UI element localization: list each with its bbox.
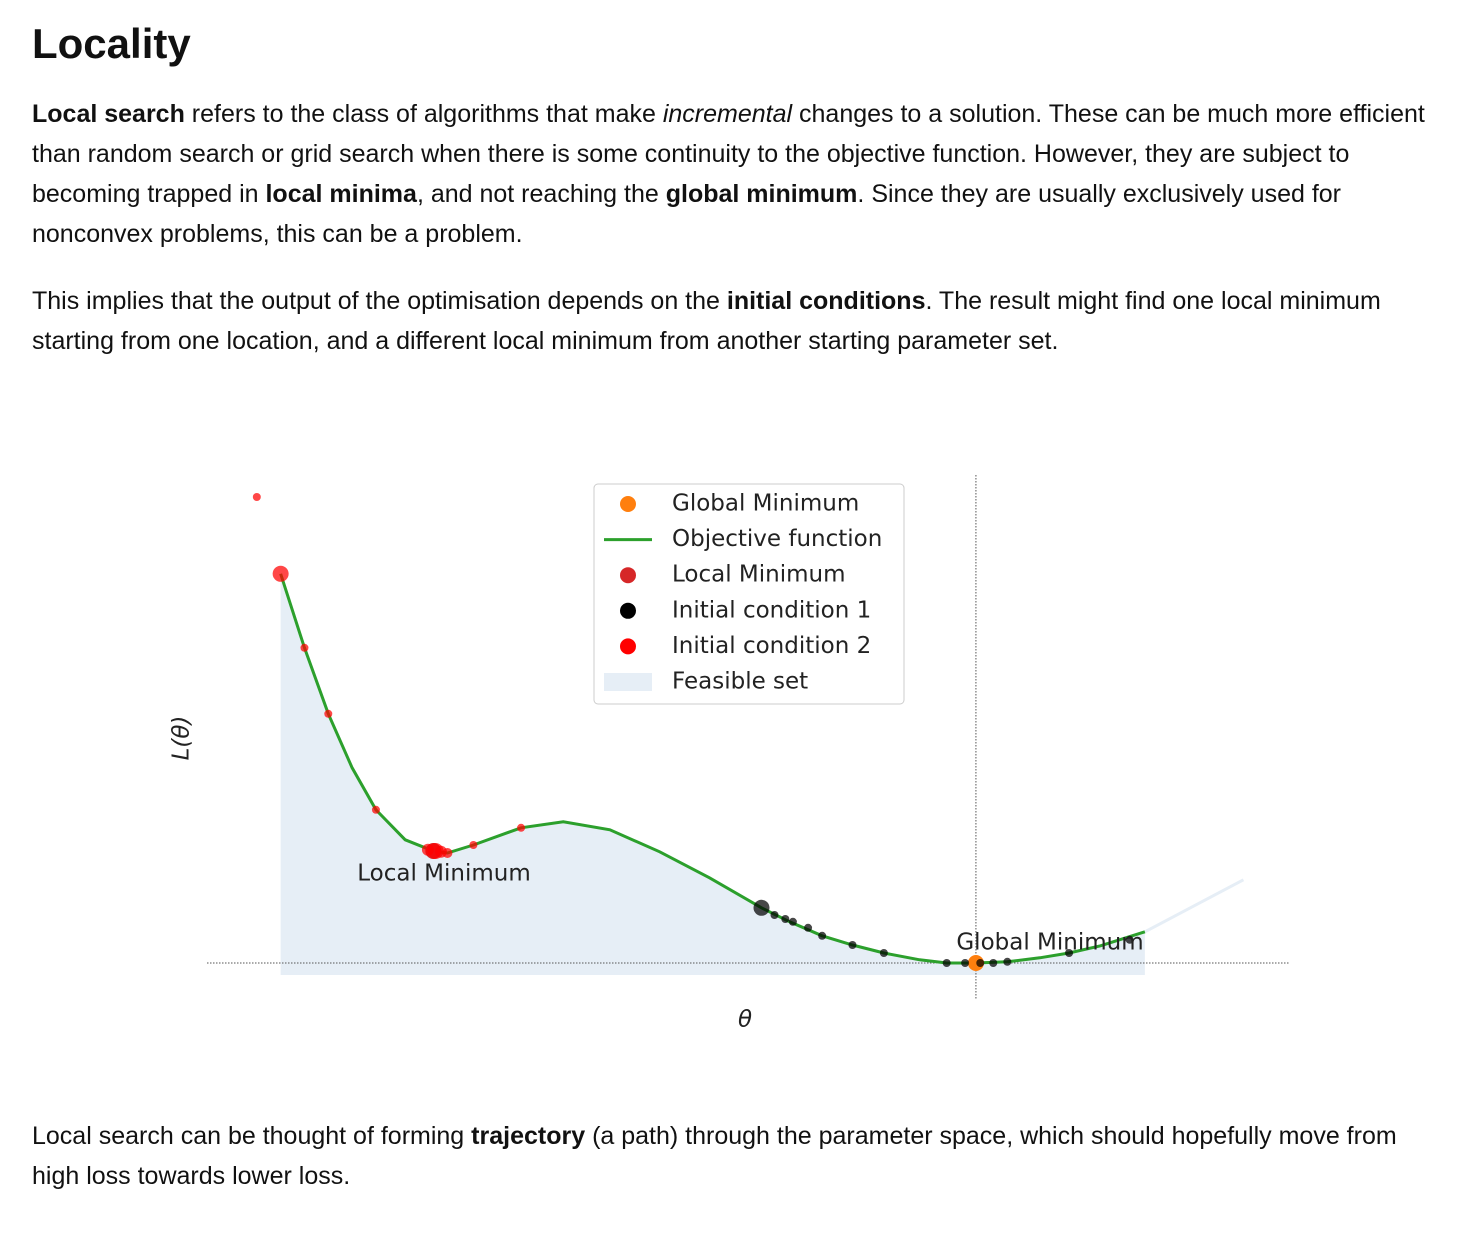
trajectory-point xyxy=(469,841,478,849)
trajectory-point xyxy=(753,899,770,916)
legend-label: Feasible set xyxy=(672,669,808,695)
trajectory-point xyxy=(770,911,779,919)
trajectory-point xyxy=(442,848,453,858)
legend-label: Initial condition 2 xyxy=(672,633,871,659)
legend-marker xyxy=(620,602,636,619)
trajectory-point xyxy=(517,823,526,832)
x-axis-label: θ xyxy=(738,1007,752,1033)
legend-marker xyxy=(620,638,636,655)
legend: Global Minimum Objective function Local Mi… xyxy=(593,483,905,705)
text-run: . Since they are usually exclusively use… xyxy=(32,180,1341,248)
text-run: Local search can be thought of forming xyxy=(32,1122,472,1150)
paragraph: This implies that the output of the opti… xyxy=(32,281,1432,361)
legend-marker xyxy=(604,673,652,691)
legend-label: Global Minimum xyxy=(672,491,859,517)
text-run: trajectory xyxy=(471,1122,586,1150)
feasible-set xyxy=(280,573,1145,975)
text-run: global minimum xyxy=(665,180,858,208)
legend-label: Objective function xyxy=(672,526,882,552)
trajectory-point xyxy=(989,959,998,967)
page-title: Locality xyxy=(32,20,191,67)
trajectory-point xyxy=(879,949,888,957)
plot-area xyxy=(207,475,1290,1000)
text-run: (a path) through the parameter space, wh… xyxy=(32,1122,1397,1190)
trajectory-point xyxy=(252,493,261,501)
legend-label: Local Minimum xyxy=(672,562,846,588)
legend-label: Initial condition 1 xyxy=(672,597,871,623)
trajectory-point xyxy=(818,931,827,940)
trajectory-point xyxy=(804,923,813,932)
legend-marker xyxy=(620,567,636,584)
annotation: Local Minimum xyxy=(357,861,531,887)
text-run: This implies that the output of the opti… xyxy=(32,287,727,315)
trajectory-point xyxy=(300,643,309,652)
y-axis-label: L(θ) xyxy=(169,716,195,761)
trajectory-point xyxy=(324,709,333,718)
legend-marker xyxy=(620,496,636,512)
annotation: Global Minimum xyxy=(956,930,1143,956)
trajectory-point xyxy=(942,959,951,967)
trajectory-point xyxy=(788,917,797,926)
text-run: . The result might find one local minimu… xyxy=(32,287,1381,355)
paragraph: Local search can be thought of forming t… xyxy=(32,1116,1432,1196)
trajectory-point xyxy=(848,941,857,949)
trajectory-point xyxy=(781,915,790,923)
trajectory-point xyxy=(371,805,380,814)
trajectory-point xyxy=(1065,949,1074,957)
trajectory-point xyxy=(1125,935,1134,944)
trajectory-point xyxy=(976,959,985,967)
trajectory-point xyxy=(272,565,289,582)
trajectory-point xyxy=(961,959,970,967)
text-run: , and not reaching the xyxy=(416,180,666,208)
text-run: Local search xyxy=(32,100,185,128)
text-run: refers to the class of algorithms that m… xyxy=(184,100,663,128)
text-run: incremental xyxy=(662,100,793,128)
minimum-marker xyxy=(967,955,984,971)
paragraph: Local search refers to the class of algo… xyxy=(32,94,1432,254)
text-run: local minima xyxy=(265,180,417,208)
text-run: changes to a solution. These can be much… xyxy=(32,100,1425,208)
legend-box xyxy=(593,483,905,705)
text-run: initial conditions xyxy=(726,287,926,315)
trajectory-point xyxy=(1003,957,1012,966)
